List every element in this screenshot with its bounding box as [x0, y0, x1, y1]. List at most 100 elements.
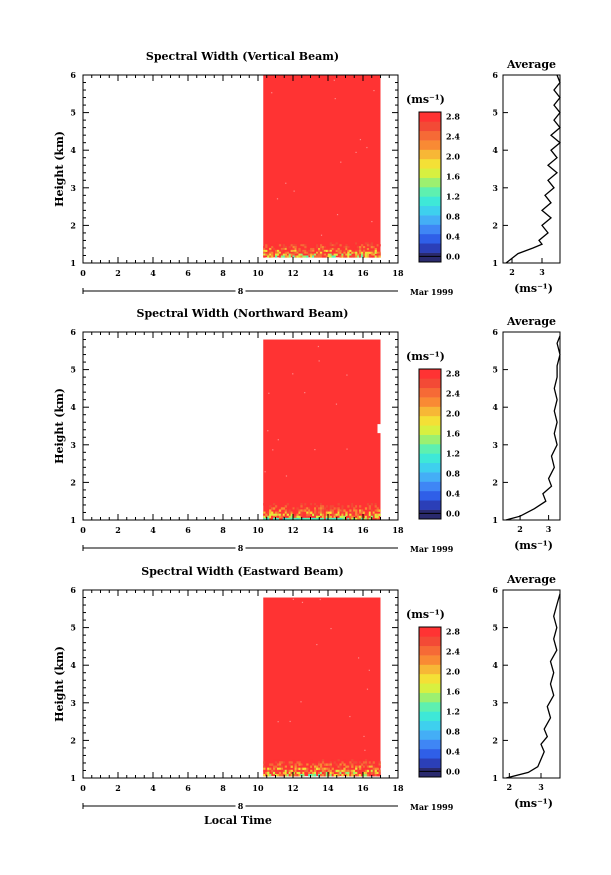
heatmap-cell [267, 511, 270, 514]
heatmap-cell [314, 769, 317, 773]
heatmap-cell [265, 763, 268, 766]
heatmap-cell [372, 767, 375, 771]
heatmap-cell [353, 761, 356, 764]
colorbar-segment [419, 692, 441, 703]
heatmap-cell [364, 242, 368, 245]
heatmap-cell [290, 244, 293, 247]
heatmap-cell [288, 246, 291, 249]
colorbar-frame [418, 368, 442, 520]
heatmap-cell [357, 253, 360, 256]
heatmap-cell [310, 505, 313, 508]
heatmap-cell [263, 253, 266, 256]
heatmap-cell [298, 515, 301, 519]
heatmap-cell [374, 769, 377, 773]
heatmap-cell [316, 505, 319, 508]
heatmap-cell [343, 503, 346, 506]
heatmap-cell [359, 509, 362, 512]
heatmap-cell [273, 247, 276, 251]
average-y-tick-label: 3 [492, 183, 498, 193]
heatmap-cell [337, 759, 340, 762]
heatmap-cell [314, 253, 317, 256]
heatmap-cell [278, 244, 282, 247]
x-tick-label: 14 [322, 783, 334, 793]
heatmap-cell [364, 774, 368, 777]
heatmap-cell [286, 771, 289, 775]
heatmap-speck [300, 701, 302, 703]
heatmap-cell [302, 774, 305, 777]
heatmap-cell [366, 251, 370, 254]
heatmap-cell [323, 246, 327, 249]
heatmap-cell [267, 774, 270, 777]
colorbar-tick-label: 0.4 [446, 746, 460, 756]
heatmap-cell [341, 771, 344, 775]
heatmap-cell [288, 769, 291, 773]
heatmap-cell [359, 517, 362, 521]
heatmap-cell [355, 765, 358, 768]
average-x-label: (ms⁻¹) [514, 539, 553, 552]
heatmap-cell [370, 511, 373, 514]
heatmap-cell [267, 247, 270, 251]
heatmap-cell [286, 251, 289, 254]
heatmap-cell [327, 515, 330, 519]
heatmap-cell [288, 509, 291, 512]
heatmap-cell [312, 507, 315, 510]
date-label-bg [235, 800, 246, 809]
heatmap-cell [306, 503, 309, 506]
colorbar-segment [419, 683, 441, 693]
heatmap-cell [331, 255, 334, 258]
heatmap-speck [357, 657, 360, 659]
heatmap-cell [370, 251, 373, 254]
colorbar-segment [419, 243, 441, 253]
colorbar-tick-label: 0.8 [446, 211, 460, 221]
colorbar-tick-label: 1.2 [446, 191, 460, 201]
heatmap-cell [296, 515, 299, 519]
panel-1: Spectral Width (Vertical Beam)0 2 4 6 8 10 12 1… [53, 50, 562, 297]
heatmap-cell [366, 244, 370, 247]
average-x-tick-label: 2 [509, 267, 515, 277]
heatmap-cell [333, 247, 336, 251]
heatmap-cell [274, 515, 278, 519]
heatmap-cell [300, 246, 303, 249]
heatmap-cell [280, 253, 284, 256]
heatmap-cell [364, 771, 368, 775]
heatmap-cell [364, 763, 368, 766]
colorbar-segment [419, 472, 441, 482]
colorbar-segment [419, 434, 441, 445]
heatmap-cell [376, 515, 379, 519]
heatmap-cell [296, 761, 299, 764]
heatmap-cell [337, 765, 340, 768]
x-tick-label: 2 [115, 783, 121, 793]
heatmap-cell [304, 244, 307, 247]
average-y-tick-label: 1 [492, 773, 498, 783]
heatmap-cell [355, 767, 358, 771]
y-axis-label: Height (km) [53, 131, 66, 207]
heatmap-cell [372, 249, 375, 253]
heatmap-cell [312, 765, 315, 768]
heatmap-speck [334, 98, 336, 100]
heatmap-cell [378, 765, 381, 768]
heatmap-cell [345, 244, 348, 247]
heatmap-cell [366, 765, 370, 768]
heatmap-cell [284, 771, 287, 775]
average-y-tick-label: 6 [492, 327, 498, 337]
heatmap-cell [310, 765, 313, 768]
heatmap-cell [343, 515, 346, 519]
heatmap-cell [271, 513, 274, 517]
heatmap-cell [284, 769, 287, 773]
heatmap-cell [353, 251, 356, 254]
heatmap-cell [345, 511, 348, 514]
heatmap-cell [298, 759, 301, 762]
heatmap-cell [294, 251, 297, 254]
heatmap-cell [294, 774, 297, 777]
x-tick-label: 6 [185, 783, 191, 793]
heatmap-area [263, 75, 381, 258]
heatmap-cell [314, 517, 317, 521]
heatmap-cell [278, 513, 282, 517]
heatmap-cell [331, 509, 334, 512]
heatmap-gap [377, 424, 382, 434]
x-tick-label: 0 [80, 525, 86, 535]
heatmap-cell [333, 774, 336, 777]
average-y-tick-label: 2 [492, 220, 498, 230]
colorbar-segment [419, 730, 441, 740]
colorbar-segment [419, 149, 441, 160]
